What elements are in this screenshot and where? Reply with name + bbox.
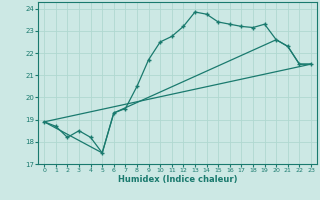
X-axis label: Humidex (Indice chaleur): Humidex (Indice chaleur) bbox=[118, 175, 237, 184]
